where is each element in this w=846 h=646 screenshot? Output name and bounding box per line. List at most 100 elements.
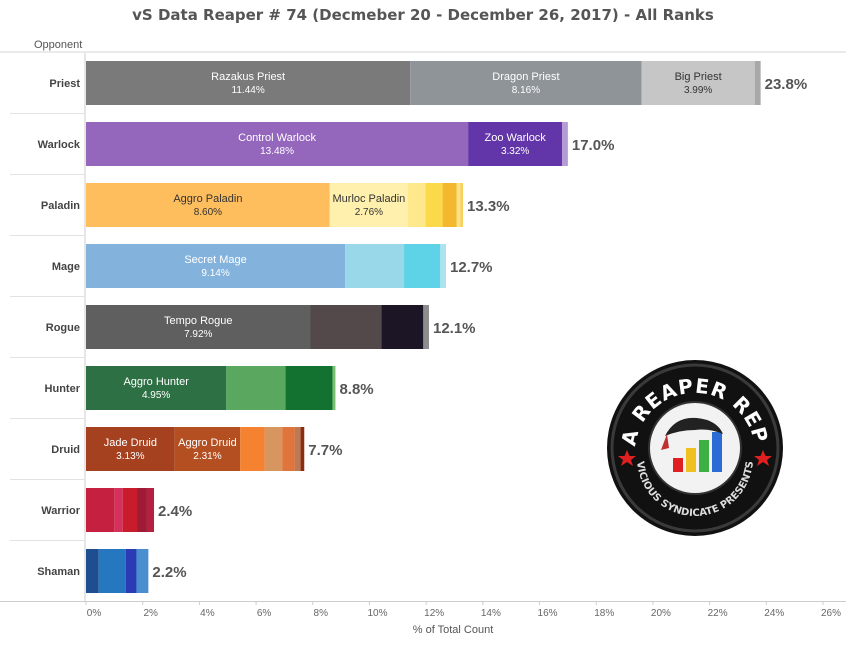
category-label: Warlock	[38, 139, 81, 151]
x-tick-label: 24%	[764, 608, 784, 619]
data-reaper-logo: DATA REAPER REPORT VICIOUS SYNDICATE PRE…	[605, 358, 783, 536]
bar-segment	[300, 427, 305, 471]
bar-segment	[332, 366, 336, 410]
segment-name-label: Murloc Paladin	[333, 193, 406, 205]
bar-segment	[440, 244, 446, 288]
bar-segment	[460, 183, 464, 227]
segment-name-label: Aggro Paladin	[173, 193, 242, 205]
plot-frame	[0, 51, 846, 602]
total-label: 7.7%	[308, 442, 342, 459]
segment-value-label: 8.60%	[194, 207, 222, 218]
x-tick-label: 0%	[87, 608, 102, 619]
segment-name-label: Aggro Druid	[178, 437, 237, 449]
bar-segment	[226, 366, 286, 410]
bar-segment	[641, 61, 755, 105]
category-label: Warrior	[41, 505, 80, 517]
total-label: 12.7%	[450, 259, 493, 276]
bar-segment	[137, 488, 147, 532]
bar-segment	[86, 549, 99, 593]
segment-name-label: Tempo Rogue	[164, 315, 233, 327]
bar-segment	[86, 183, 330, 227]
segment-name-label: Big Priest	[675, 71, 722, 83]
bar-segment	[174, 427, 241, 471]
category-label: Shaman	[37, 566, 80, 578]
bar-segment	[345, 244, 405, 288]
x-ticks: 0% 2% 4% 6% 8% 10% 12% 14% 16% 18% 20% 22% 24% 26%	[85, 601, 841, 619]
segment-name-label: Secret Mage	[184, 254, 246, 266]
x-axis-title: % of Total Count	[413, 624, 494, 636]
bar-segment	[310, 305, 382, 349]
x-tick-label: 26%	[821, 608, 841, 619]
bar-segment	[562, 122, 568, 166]
segment-name-label: Dragon Priest	[492, 71, 559, 83]
x-tick-label: 2%	[143, 608, 158, 619]
x-tick-label: 10%	[367, 608, 387, 619]
bar-segment	[754, 61, 761, 105]
category-label: Mage	[52, 261, 80, 273]
axes: Opponent % of Total Count	[34, 39, 493, 636]
bar-segment	[282, 427, 295, 471]
bar-segment	[86, 61, 411, 105]
segment-value-label: 3.99%	[684, 85, 712, 96]
segment-value-label: 4.95%	[142, 390, 170, 401]
bar-segment	[114, 488, 123, 532]
segment-name-label: Zoo Warlock	[484, 132, 546, 144]
segment-value-label: 11.44%	[232, 85, 265, 96]
category-label: Rogue	[46, 322, 80, 334]
segment-value-label: 2.76%	[355, 207, 383, 218]
segment-name-label: Control Warlock	[238, 132, 316, 144]
segment-value-label: 2.31%	[193, 451, 221, 462]
y-axis-title: Opponent	[34, 39, 82, 51]
bar-segment	[86, 244, 346, 288]
total-label: 8.8%	[339, 381, 373, 398]
star-icon	[618, 450, 772, 466]
segment-value-label: 3.13%	[116, 451, 144, 462]
bar-segment	[264, 427, 283, 471]
chart-title: vS Data Reaper # 74 (Decmeber 20 - Decem…	[132, 6, 714, 24]
x-tick-label: 22%	[708, 608, 728, 619]
x-tick-label: 16%	[538, 608, 558, 619]
x-tick-label: 12%	[424, 608, 444, 619]
category-label: Priest	[49, 78, 80, 90]
bar-segment	[285, 366, 333, 410]
bar-segment	[86, 366, 227, 410]
category-label: Druid	[51, 444, 80, 456]
bar-segment	[410, 61, 642, 105]
bar-segment	[125, 549, 137, 593]
total-label: 2.4%	[158, 503, 192, 520]
bar-segment	[86, 305, 311, 349]
bar-segment	[86, 122, 469, 166]
x-tick-label: 14%	[481, 608, 501, 619]
x-tick-label: 8%	[314, 608, 329, 619]
segment-name-label: Aggro Hunter	[123, 376, 189, 388]
bar-segment	[122, 488, 138, 532]
bar-segment	[86, 488, 115, 532]
total-label: 17.0%	[572, 137, 615, 154]
total-label: 23.8%	[765, 76, 808, 93]
bar-segment	[98, 549, 126, 593]
x-tick-label: 18%	[594, 608, 614, 619]
category-label: Paladin	[41, 200, 80, 212]
segment-value-label: 8.16%	[512, 85, 540, 96]
x-tick-label: 20%	[651, 608, 671, 619]
bar-segment	[423, 305, 429, 349]
total-label: 12.1%	[433, 320, 476, 337]
bars	[86, 61, 761, 593]
bar-segment	[456, 183, 461, 227]
bar-segment	[329, 183, 409, 227]
segment-value-label: 9.14%	[201, 268, 229, 279]
segment-value-label: 13.48%	[260, 146, 294, 157]
bar-segment	[425, 183, 443, 227]
bar-segment	[294, 427, 301, 471]
bar-segment	[136, 549, 149, 593]
bar-segment	[381, 305, 424, 349]
segment-value-label: 3.32%	[501, 146, 529, 157]
category-label: Hunter	[45, 383, 81, 395]
segment-name-label: Jade Druid	[104, 437, 157, 449]
bar-segment	[240, 427, 265, 471]
total-label: 2.2%	[152, 564, 186, 581]
logo-skull-icon	[661, 417, 723, 450]
bar-segment	[404, 244, 441, 288]
x-tick-label: 6%	[257, 608, 272, 619]
